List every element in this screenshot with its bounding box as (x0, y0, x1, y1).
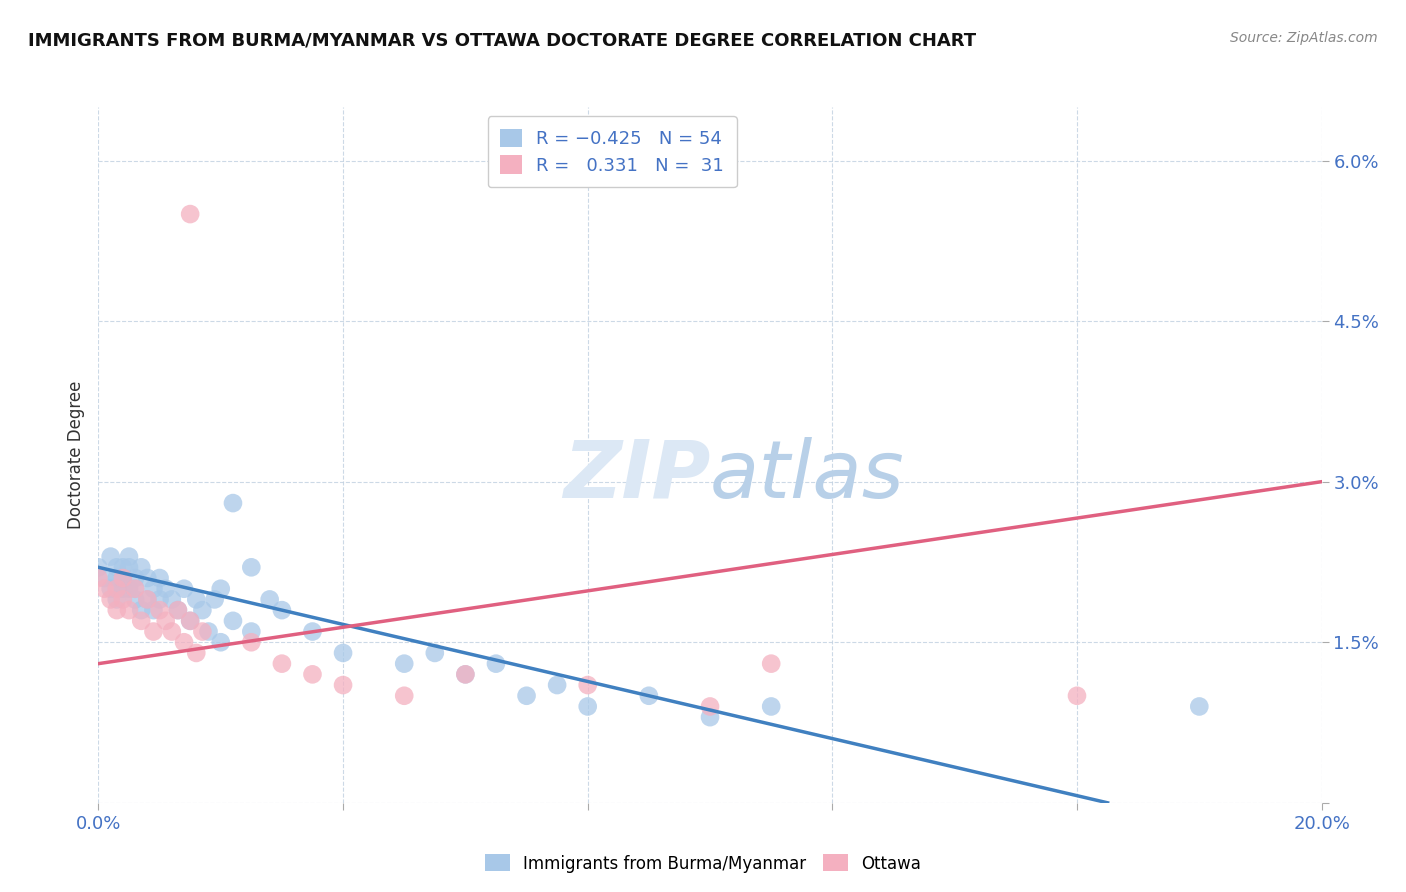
Point (454, 667, 477, 681)
Point (173, 582, 195, 596)
Point (576, 678, 599, 692)
Point (160, 624, 183, 639)
Point (136, 592, 159, 607)
Point (124, 592, 146, 607)
Point (87, 571, 110, 585)
Point (485, 657, 508, 671)
Text: ZIP: ZIP (562, 437, 710, 515)
Point (93, 582, 115, 596)
Point (111, 582, 134, 596)
Point (100, 592, 122, 607)
Point (759, 657, 782, 671)
Point (301, 624, 323, 639)
Point (129, 614, 152, 628)
Point (118, 560, 141, 574)
Point (111, 571, 134, 585)
Point (332, 646, 354, 660)
Point (111, 571, 134, 585)
Point (105, 560, 128, 574)
Point (1066, 689, 1088, 703)
Point (118, 582, 141, 596)
Point (259, 592, 281, 607)
Point (179, 614, 201, 628)
Y-axis label: Doctorate Degree: Doctorate Degree (66, 381, 84, 529)
Point (240, 560, 263, 574)
Point (124, 571, 146, 585)
Point (546, 678, 568, 692)
Point (209, 635, 232, 649)
Point (118, 603, 141, 617)
Point (197, 624, 219, 639)
Point (637, 689, 661, 703)
Point (1188, 699, 1211, 714)
Point (759, 699, 782, 714)
Point (124, 582, 146, 596)
Point (240, 635, 263, 649)
Point (136, 592, 159, 607)
Point (142, 603, 165, 617)
Point (186, 646, 208, 660)
Point (124, 582, 146, 596)
Point (191, 624, 214, 639)
Point (105, 571, 128, 585)
Point (423, 646, 446, 660)
Point (209, 582, 232, 596)
Point (301, 667, 323, 681)
Point (516, 689, 538, 703)
Point (149, 603, 172, 617)
Point (93, 571, 115, 585)
Point (167, 603, 190, 617)
Legend: R = −0.425   N = 54, R =   0.331   N =  31: R = −0.425 N = 54, R = 0.331 N = 31 (488, 116, 737, 187)
Point (105, 582, 128, 596)
Point (392, 689, 416, 703)
Point (699, 710, 721, 724)
Point (105, 603, 128, 617)
Point (149, 571, 172, 585)
Point (173, 635, 195, 649)
Text: atlas: atlas (710, 437, 905, 515)
Point (576, 699, 599, 714)
Legend: Immigrants from Burma/Myanmar, Ottawa: Immigrants from Burma/Myanmar, Ottawa (478, 847, 928, 880)
Point (191, 603, 214, 617)
Point (240, 624, 263, 639)
Point (149, 592, 172, 607)
Point (222, 496, 245, 510)
Point (105, 592, 128, 607)
Point (270, 657, 292, 671)
Point (100, 549, 122, 564)
Point (136, 571, 159, 585)
Point (160, 592, 183, 607)
Point (118, 549, 141, 564)
Point (179, 614, 201, 628)
Point (270, 603, 292, 617)
Point (100, 582, 122, 596)
Point (142, 624, 165, 639)
Point (111, 592, 134, 607)
Point (155, 582, 177, 596)
Point (204, 592, 226, 607)
Text: Source: ZipAtlas.com: Source: ZipAtlas.com (1230, 31, 1378, 45)
Point (155, 614, 177, 628)
Point (111, 560, 134, 574)
Point (332, 678, 354, 692)
Point (392, 657, 416, 671)
Point (129, 603, 152, 617)
Point (186, 592, 208, 607)
Point (179, 207, 201, 221)
Point (167, 603, 190, 617)
Point (699, 699, 721, 714)
Point (222, 614, 245, 628)
Point (142, 582, 165, 596)
Point (87, 560, 110, 574)
Text: IMMIGRANTS FROM BURMA/MYANMAR VS OTTAWA DOCTORATE DEGREE CORRELATION CHART: IMMIGRANTS FROM BURMA/MYANMAR VS OTTAWA … (28, 31, 976, 49)
Point (129, 560, 152, 574)
Point (454, 667, 477, 681)
